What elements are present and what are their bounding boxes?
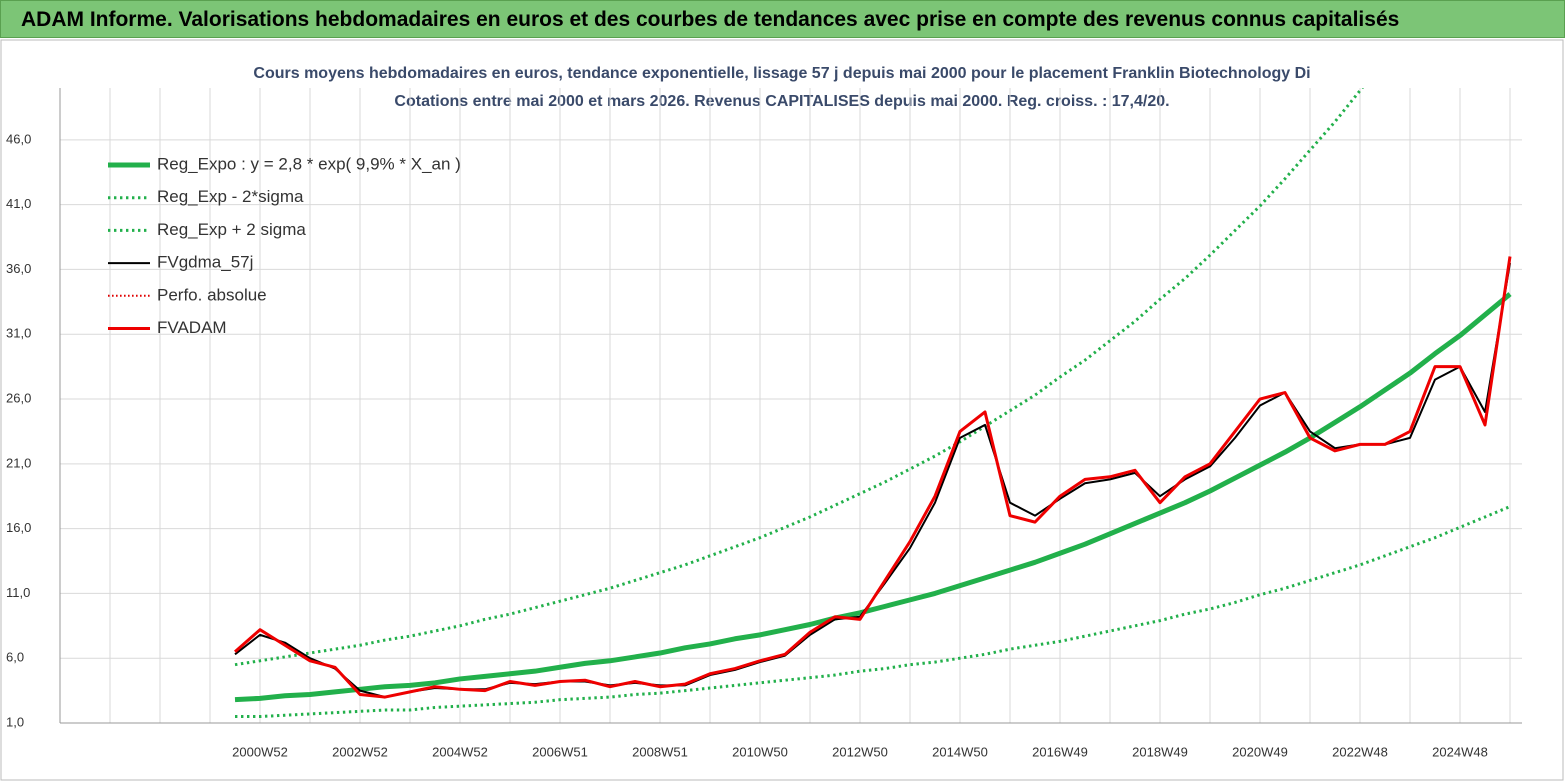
series-line [234,88,1364,667]
x-tick-label: 2016W49 [1032,744,1088,759]
x-tick-label: 2002W52 [332,744,388,759]
legend-label: Reg_Expo : y = 2,8 * exp( 9,9% * X_an ) [157,154,461,173]
x-tick-label: 2024W48 [1432,744,1488,759]
series-line [234,292,1512,703]
x-tick-label: 2010W50 [732,744,788,759]
x-tick-label: 2018W49 [1132,744,1188,759]
x-tick-label: 2022W48 [1332,744,1388,759]
legend-label: Reg_Exp - 2*sigma [157,187,304,206]
y-tick-label: 11,0 [6,585,30,600]
x-tick-label: 2014W50 [932,744,988,759]
y-tick-label: 46,0 [6,131,31,146]
legend-label: Perfo. absolue [157,285,267,304]
chart: Cours moyens hebdomadaires en euros, ten… [0,39,1564,781]
y-tick-label: 26,0 [6,390,31,405]
y-tick-label: 6,0 [6,650,24,665]
x-tick-label: 2012W50 [832,744,888,759]
banner-title: ADAM Informe. Valorisations hebdomadaire… [0,0,1565,38]
y-tick-label: 41,0 [6,196,31,211]
legend-label: FVADAM [157,318,227,337]
y-tick-label: 1,0 [6,714,24,729]
y-tick-label: 36,0 [6,261,31,276]
x-tick-label: 2004W52 [432,744,488,759]
legend-label: Reg_Exp + 2 sigma [157,220,306,239]
y-tick-label: 16,0 [6,520,31,535]
x-tick-label: 2006W51 [532,744,588,759]
legend-label: FVgdma_57j [157,253,253,272]
y-tick-label: 31,0 [6,326,31,341]
x-tick-label: 2000W52 [232,744,288,759]
chart-subtitle: Cotations entre mai 2000 et mars 2026. R… [394,93,1169,110]
chart-title: Cours moyens hebdomadaires en euros, ten… [253,65,1310,82]
y-tick-label: 21,0 [6,455,31,470]
x-tick-label: 2008W51 [632,744,688,759]
plot [234,88,1512,719]
series-line [234,256,1512,699]
x-tick-label: 2020W49 [1232,744,1288,759]
chart-frame [0,39,1564,781]
